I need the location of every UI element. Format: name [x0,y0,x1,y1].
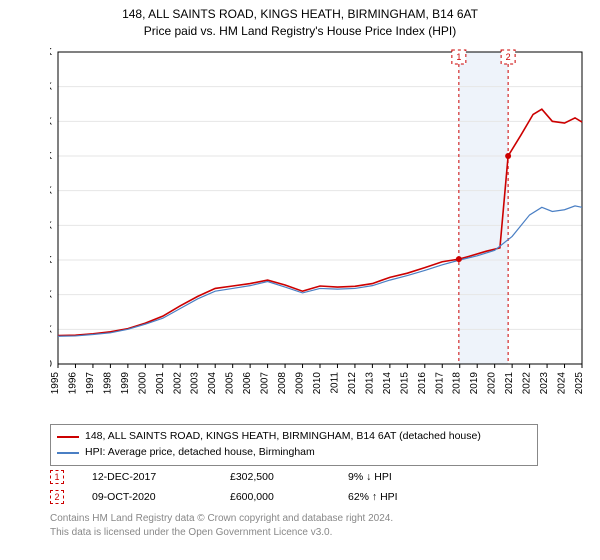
svg-text:2003: 2003 [190,372,201,395]
event-row-2: 2 09-OCT-2020 £600,000 62% ↑ HPI [50,490,538,504]
svg-text:£400K: £400K [50,220,52,231]
event-row-1: 1 12-DEC-2017 £302,500 9% ↓ HPI [50,470,538,484]
sale-events: 1 12-DEC-2017 £302,500 9% ↓ HPI 2 09-OCT… [50,464,538,504]
chart-plot-area: £0 £100K £200K £300K £400K £500K £600K £700K £80… [50,44,590,414]
event-price-2: £600,000 [230,491,320,503]
svg-text:2011: 2011 [329,372,340,394]
footer-attribution: Contains HM Land Registry data © Crown c… [50,512,570,539]
legend-label-2: HPI: Average price, detached house, Birm… [85,445,315,461]
legend-swatch-2 [57,452,79,454]
svg-text:1995: 1995 [50,372,61,395]
svg-text:£600K: £600K [50,151,52,162]
event-delta-2: 62% ↑ HPI [348,491,458,503]
svg-text:2020: 2020 [487,372,498,395]
footer-line-1: Contains HM Land Registry data © Crown c… [50,512,570,526]
svg-text:2016: 2016 [417,372,428,395]
svg-text:£200K: £200K [50,290,52,301]
svg-text:2022: 2022 [522,372,533,395]
event-badge-1: 1 [50,470,64,484]
svg-text:£800K: £800K [50,82,52,93]
svg-text:2013: 2013 [364,372,375,395]
legend-row-1: 148, ALL SAINTS ROAD, KINGS HEATH, BIRMI… [57,429,531,445]
svg-text:2: 2 [506,52,511,62]
svg-text:2014: 2014 [382,372,393,395]
svg-text:2000: 2000 [137,372,148,395]
svg-text:2015: 2015 [399,372,410,395]
svg-text:£700K: £700K [50,116,52,127]
svg-text:2006: 2006 [242,372,253,395]
svg-text:2021: 2021 [504,372,515,395]
svg-text:2008: 2008 [277,372,288,395]
svg-text:2012: 2012 [347,372,358,395]
svg-text:2024: 2024 [557,372,568,395]
svg-text:2023: 2023 [539,372,550,395]
event-date-2: 09-OCT-2020 [92,491,202,503]
svg-text:1997: 1997 [85,372,96,395]
svg-text:£100K: £100K [50,324,52,335]
event-price-1: £302,500 [230,471,320,483]
legend-row-2: HPI: Average price, detached house, Birm… [57,445,531,461]
event-delta-1: 9% ↓ HPI [348,471,458,483]
svg-text:1: 1 [456,52,461,62]
svg-text:2010: 2010 [312,372,323,395]
svg-text:2017: 2017 [434,372,445,395]
footer-line-2: This data is licensed under the Open Gov… [50,526,570,540]
svg-text:2025: 2025 [574,372,585,395]
svg-text:£0: £0 [50,359,52,370]
title-line-2: Price paid vs. HM Land Registry's House … [0,23,600,40]
svg-text:2018: 2018 [452,372,463,395]
svg-text:2009: 2009 [295,372,306,395]
chart-title: 148, ALL SAINTS ROAD, KINGS HEATH, BIRMI… [0,0,600,40]
svg-text:2005: 2005 [225,372,236,395]
event-badge-2: 2 [50,490,64,504]
svg-text:2002: 2002 [172,372,183,395]
svg-text:£300K: £300K [50,255,52,266]
svg-text:£900K: £900K [50,47,52,58]
svg-text:2007: 2007 [260,372,271,395]
svg-text:2019: 2019 [469,372,480,395]
svg-text:1998: 1998 [102,372,113,395]
legend-swatch-1 [57,436,79,438]
svg-text:1999: 1999 [120,372,131,395]
chart-container: 148, ALL SAINTS ROAD, KINGS HEATH, BIRMI… [0,0,600,560]
svg-text:1996: 1996 [67,372,78,395]
svg-text:£500K: £500K [50,186,52,197]
title-line-1: 148, ALL SAINTS ROAD, KINGS HEATH, BIRMI… [0,6,600,23]
svg-text:2004: 2004 [207,372,218,395]
legend-label-1: 148, ALL SAINTS ROAD, KINGS HEATH, BIRMI… [85,429,481,445]
legend: 148, ALL SAINTS ROAD, KINGS HEATH, BIRMI… [50,424,538,466]
svg-text:2001: 2001 [155,372,166,395]
chart-svg: £0 £100K £200K £300K £400K £500K £600K £700K £80… [50,44,590,414]
event-date-1: 12-DEC-2017 [92,471,202,483]
